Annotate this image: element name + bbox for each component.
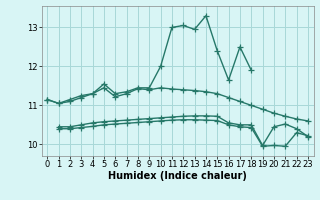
X-axis label: Humidex (Indice chaleur): Humidex (Indice chaleur) bbox=[108, 171, 247, 181]
